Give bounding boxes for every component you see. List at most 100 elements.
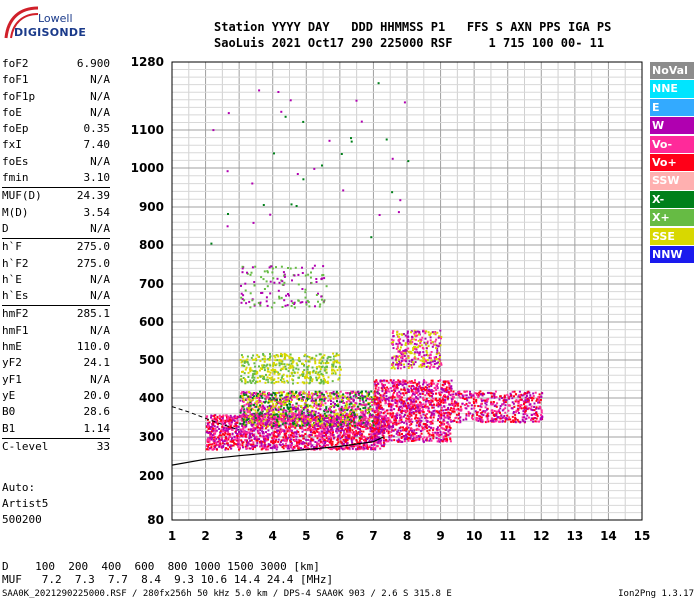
echo-point <box>502 416 505 419</box>
echo-point <box>227 431 230 434</box>
echo-point <box>448 384 451 387</box>
echo-point <box>223 442 226 445</box>
echo-point <box>404 405 407 407</box>
echo-point <box>240 392 243 395</box>
echo-point <box>374 434 377 437</box>
echo-point <box>455 393 458 396</box>
echo-point <box>372 401 374 404</box>
param-label: yE <box>2 388 16 402</box>
echo-point <box>323 429 325 432</box>
echo-point <box>254 437 257 439</box>
echo-point <box>522 413 525 416</box>
header-line-2: SaoLuis 2021 Oct17 290 225000 RSF 1 715 … <box>214 36 605 50</box>
echo-point <box>277 415 279 418</box>
echo-point <box>224 429 227 432</box>
echo-point <box>360 441 363 444</box>
echo-point <box>225 427 228 430</box>
echo-point <box>291 418 294 421</box>
echo-point <box>336 442 339 445</box>
echo-point <box>444 381 447 384</box>
echo-point <box>415 400 418 403</box>
echo-point <box>521 416 524 419</box>
echo-point <box>248 407 251 410</box>
echo-point <box>233 425 236 428</box>
echo-point <box>411 397 414 400</box>
echo-point <box>417 388 420 391</box>
echo-point <box>235 427 238 430</box>
echo-point <box>356 405 359 408</box>
echo-point <box>267 416 270 419</box>
echo-point <box>493 394 496 397</box>
echo-point <box>379 407 382 410</box>
echo-point <box>231 437 233 440</box>
echo-point <box>272 403 275 406</box>
echo-point <box>331 423 334 426</box>
echo-point <box>248 410 251 413</box>
echo-point <box>383 443 386 446</box>
echo-point <box>465 414 468 417</box>
echo-point <box>373 433 376 436</box>
echo-point <box>235 416 238 419</box>
echo-point <box>455 421 458 424</box>
echo-point <box>479 390 482 393</box>
echo-point <box>453 403 455 406</box>
echo-point <box>511 415 514 418</box>
echo-point <box>364 409 367 412</box>
echo-point <box>295 405 298 408</box>
echo-point <box>422 413 425 416</box>
echo-point <box>387 432 390 435</box>
echo-point <box>436 399 438 402</box>
echo-point <box>239 396 242 399</box>
echo-point <box>474 410 477 413</box>
echo-point <box>334 414 336 417</box>
echo-point <box>393 408 396 411</box>
echo-point <box>316 437 319 440</box>
echo-point <box>409 420 412 423</box>
echo-point <box>261 432 264 435</box>
echo-point <box>476 417 479 420</box>
echo-point <box>410 385 413 388</box>
echo-point <box>539 407 542 410</box>
param-row: B1 1.14 <box>2 421 110 437</box>
echo-point <box>428 439 431 442</box>
echo-point <box>388 405 391 408</box>
echo-point <box>349 431 352 434</box>
echo-point <box>362 417 365 420</box>
echo-point <box>263 394 266 397</box>
echo-point <box>235 436 237 439</box>
echo-point <box>236 428 239 431</box>
echo-point <box>303 441 306 444</box>
echo-point <box>285 415 288 418</box>
echo-point <box>405 407 408 410</box>
echo-point <box>299 427 302 429</box>
echo-point <box>275 392 277 394</box>
echo-point <box>419 392 422 395</box>
echo-point <box>295 402 298 405</box>
echo-point <box>467 405 470 408</box>
echo-point <box>336 421 339 423</box>
echo-point <box>232 418 235 421</box>
echo-point <box>279 441 282 443</box>
echo-point <box>272 437 275 440</box>
echo-point <box>236 437 239 440</box>
echo-point <box>438 393 441 396</box>
echo-point <box>315 423 318 425</box>
echo-point <box>447 430 450 433</box>
echo-point <box>346 423 349 426</box>
echo-point <box>356 441 359 444</box>
echo-point <box>352 400 355 403</box>
echo-point <box>411 405 414 408</box>
echo-point <box>298 439 301 442</box>
echo-point <box>537 401 540 404</box>
echo-point <box>224 432 227 435</box>
echo-point <box>308 393 311 396</box>
echo-point <box>328 441 331 444</box>
echo-point <box>268 423 271 426</box>
echo-point <box>458 390 461 393</box>
echo-point <box>253 433 256 436</box>
echo-point <box>501 403 504 406</box>
echo-point <box>270 376 273 379</box>
echo-point <box>493 415 496 417</box>
echo-point <box>479 415 482 418</box>
echo-point <box>268 433 271 436</box>
